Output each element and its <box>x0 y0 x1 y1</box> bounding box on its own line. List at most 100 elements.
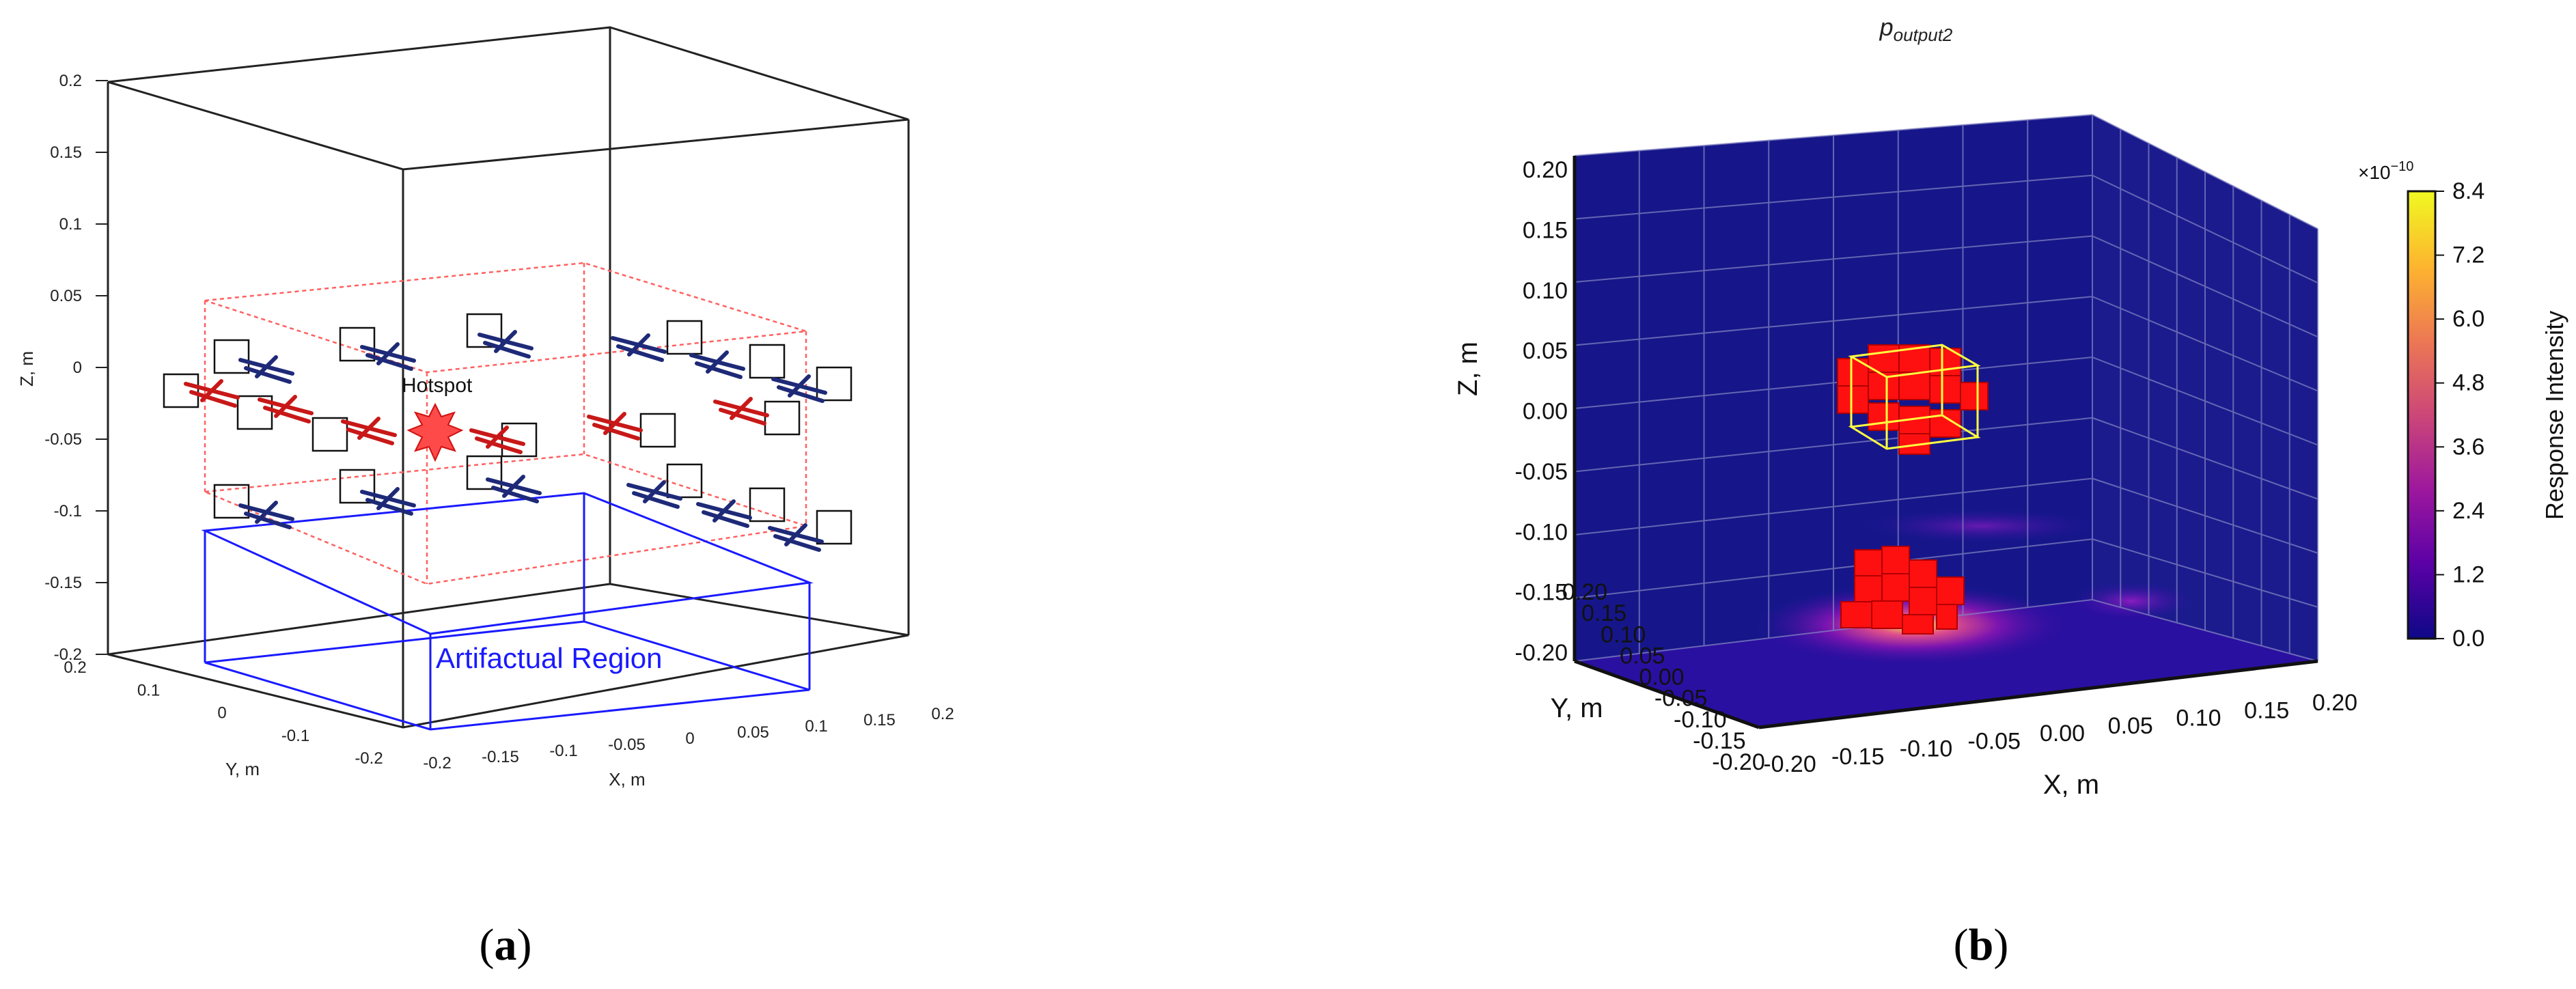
y-axis-ticks: 0.200.150.100.050.00-0.05-0.10-0.15-0.20 <box>1562 579 1765 775</box>
z-axis-ticks: 0.20 0.15 0.10 0.05 0.00 -0.05 -0.10 -0.15 -0.20 <box>1515 157 1568 666</box>
x-tick-label: 0.2 <box>931 705 954 723</box>
grid-line <box>1574 538 2093 599</box>
grid-line <box>1574 417 2093 473</box>
y-tick-label: -0.1 <box>281 727 309 745</box>
x-tick-label: -0.10 <box>1900 736 1953 762</box>
colorbar-tick-label: 7.2 <box>2452 242 2484 268</box>
z-tick-label: -0.2 <box>54 645 82 664</box>
y-tick-label: 0.00 <box>1639 665 1684 691</box>
x-tick-label: -0.2 <box>423 754 451 772</box>
outer-cube <box>107 26 910 729</box>
y-tick-label: 0.20 <box>1562 579 1607 605</box>
panel-b-title: poutput2 <box>1879 13 1953 45</box>
y-axis-label: Y, m <box>225 759 260 779</box>
x-tick-label: -0.20 <box>1763 751 1816 777</box>
colorbar-label: Response Intensity <box>2540 311 2568 520</box>
colorbar <box>2407 190 2437 640</box>
y-tick-label: 0.10 <box>1601 622 1646 647</box>
panel-a-label: (a) <box>480 920 532 970</box>
z-tick-label: 0.1 <box>59 215 82 234</box>
dipole-element <box>611 333 667 362</box>
y-axis-spine <box>1574 659 1760 729</box>
y-tick-label: 0.05 <box>1620 643 1665 669</box>
z-tick-label: 0.15 <box>1523 217 1568 243</box>
roi-cube <box>1848 344 1981 450</box>
dipole-element <box>486 475 542 503</box>
grid-lines <box>1574 114 2318 662</box>
x-tick-label: -0.05 <box>608 736 646 754</box>
grid-line <box>2092 417 2318 500</box>
hotspot-label: Hotspot <box>402 374 473 397</box>
z-tick-label: -0.15 <box>44 574 82 592</box>
colorbar-ticks: 8.4 7.2 6.0 4.8 3.6 2.4 1.2 0.0 <box>2435 178 2484 652</box>
colorbar-tick-label: 0.0 <box>2452 626 2484 652</box>
x-tick-label: 0 <box>685 729 694 748</box>
colorbar-tick-label: 6.0 <box>2452 306 2484 332</box>
z-tick-label: 0.10 <box>1523 278 1568 304</box>
y-tick-label: -0.15 <box>1693 728 1746 754</box>
grid-line <box>2092 357 2318 446</box>
dipole-element <box>696 499 752 528</box>
z-tick-label: 0.2 <box>59 72 82 90</box>
dipole-element <box>626 480 682 509</box>
colorbar-tick-label: 4.8 <box>2452 370 2484 396</box>
colorbar-tick-label: 8.4 <box>2452 178 2484 204</box>
x-tick-label: 0.20 <box>2312 690 2357 716</box>
roi-box <box>204 262 807 585</box>
dipole-element <box>713 397 769 426</box>
dipole-element <box>768 523 824 552</box>
z-axis-label: Z, m <box>16 351 37 387</box>
y-tick-label: -0.2 <box>355 749 383 768</box>
y-axis-label: Y, m <box>1550 693 1603 723</box>
z-tick-label: 0 <box>73 359 82 377</box>
dipole-element <box>477 330 534 359</box>
z-tick-label: 0.20 <box>1523 157 1568 183</box>
x-tick-label: -0.15 <box>482 748 519 766</box>
z-axis-label: Z, m <box>1453 342 1483 396</box>
colorbar-tick-label: 2.4 <box>2452 498 2484 524</box>
dipole-element <box>238 501 294 529</box>
grid-line <box>1574 357 2093 409</box>
y-tick-label: 0.15 <box>1581 600 1626 626</box>
artifact-region-label: Artifactual Region <box>436 642 663 674</box>
panel-b-label: (b) <box>1954 920 2009 970</box>
voxel-cluster-upper <box>1837 344 1989 455</box>
dipole-element <box>469 426 525 454</box>
dipole-element <box>771 374 827 403</box>
x-tick-label: 0.15 <box>863 711 896 729</box>
dipole-element <box>587 412 643 441</box>
panel-a: Hotspot Artifactual Region 0.2 0.15 0.1 0.0… <box>16 26 954 970</box>
z-tick-label: 0.00 <box>1523 399 1568 425</box>
x-tick-label: -0.05 <box>1968 728 2021 754</box>
z-tick-label: 0.05 <box>50 287 82 305</box>
y-tick-label: -0.20 <box>1712 749 1765 775</box>
sensor-squares <box>163 313 853 545</box>
z-tick-label: 0.05 <box>1523 338 1568 364</box>
panel-b: poutput2 <box>1453 13 2568 970</box>
grid-line <box>2092 538 2318 608</box>
z-tick-label: -0.20 <box>1515 640 1568 666</box>
z-tick-label: -0.10 <box>1515 519 1568 545</box>
y-tick-label: -0.05 <box>1654 686 1708 712</box>
dipole-element <box>184 379 240 408</box>
x-tick-label: 0.15 <box>2244 697 2289 723</box>
dipole-element <box>341 417 397 445</box>
x-axis-label: X, m <box>2043 770 2099 800</box>
y-axis-ticks: 0.2 0.1 0 -0.1 -0.2 <box>64 658 383 768</box>
dipole-element <box>258 395 314 423</box>
artifact-box <box>201 492 814 731</box>
colorbar-tick-label: 3.6 <box>2452 434 2484 460</box>
x-tick-label: -0.1 <box>549 742 577 760</box>
grid-line <box>2092 599 2318 662</box>
floor-patch <box>2070 582 2193 620</box>
z-tick-label: 0.15 <box>50 143 82 162</box>
y-tick-label: 0.1 <box>137 681 160 699</box>
x-axis-ticks: -0.2 -0.15 -0.1 -0.05 0 0.05 0.1 0.15 0.2 <box>423 705 954 772</box>
z-tick-label: -0.05 <box>44 430 82 449</box>
voxel-cluster-floor <box>1840 546 1965 635</box>
dipole-element <box>238 355 294 384</box>
x-tick-label: 0.10 <box>2176 706 2221 732</box>
z-tick-label: -0.05 <box>1515 459 1568 485</box>
floor-patch <box>1865 509 2097 543</box>
x-axis-ticks: -0.20 -0.15 -0.10 -0.05 0.00 0.05 0.10 0.15 0.20 <box>1763 690 2357 777</box>
